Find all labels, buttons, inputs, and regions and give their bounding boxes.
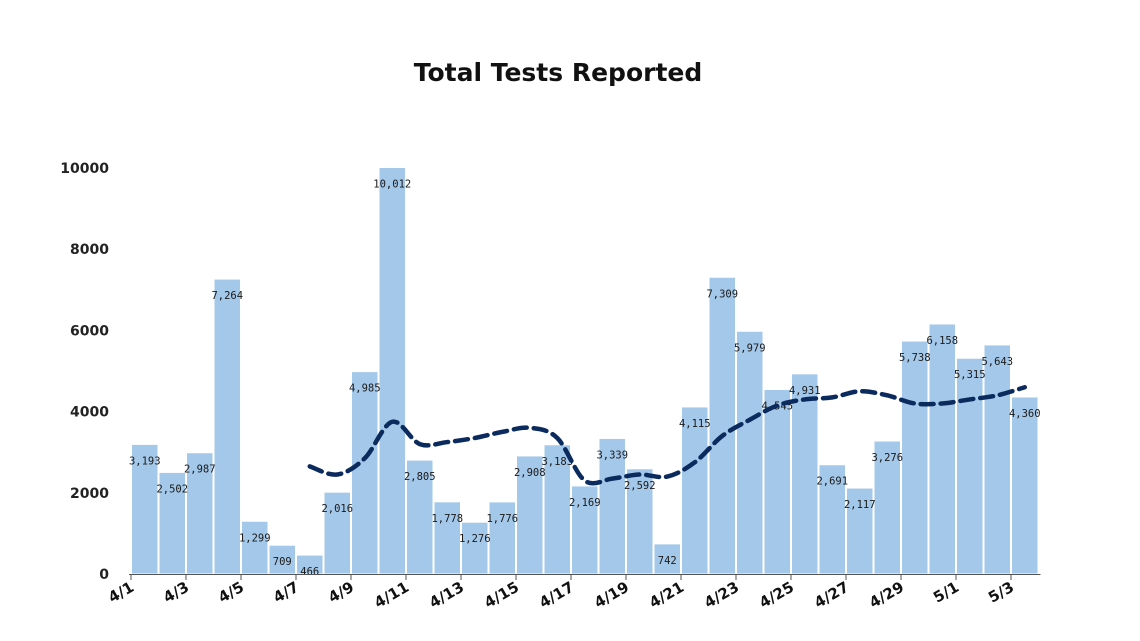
bar-4/25	[791, 373, 819, 575]
bar-4/26	[818, 464, 846, 575]
bar-4/30	[928, 323, 956, 575]
x-tick-label-4/1: 4/1	[105, 578, 137, 607]
bars-layer	[131, 167, 1039, 575]
data-label-4/14: 1,776	[486, 513, 518, 525]
trend-line-layer	[307, 384, 1027, 486]
bar-4/9	[351, 371, 379, 575]
x-tick-label-4/11: 4/11	[371, 578, 412, 612]
data-label-4/23: 5,979	[734, 342, 766, 354]
data-label-4/12: 1,778	[431, 513, 463, 525]
trend-line	[307, 384, 1027, 486]
x-tick-label-4/17: 4/17	[536, 578, 577, 612]
data-label-4/1: 3,193	[129, 455, 161, 467]
bar-4/17	[571, 485, 599, 575]
bar-4/21	[681, 406, 709, 575]
data-label-4/8: 2,016	[321, 503, 353, 515]
bar-4/2	[158, 471, 186, 575]
bar-4/1	[131, 443, 159, 575]
data-label-4/15: 2,908	[514, 467, 546, 479]
y-tick-label: 10000	[60, 161, 109, 177]
bar-4/22	[708, 276, 736, 575]
y-tick-label: 0	[99, 567, 109, 583]
data-label-4/19: 2,592	[624, 480, 656, 492]
data-label-4/18: 3,339	[596, 449, 628, 461]
bar-4/14	[488, 501, 516, 575]
data-label-5/1: 5,315	[954, 369, 986, 381]
bar-4/5	[241, 520, 269, 575]
data-label-4/6: 709	[273, 556, 292, 568]
data-label-4/3: 2,987	[184, 464, 216, 476]
bar-4/11	[406, 459, 434, 575]
bar-4/28	[873, 440, 901, 575]
data-label-4/25: 4,931	[789, 385, 821, 397]
data-label-5/2: 5,643	[981, 356, 1013, 368]
x-tick-label-4/5: 4/5	[215, 578, 247, 607]
bar-4/12	[433, 501, 461, 575]
data-label-4/16: 3,183	[541, 456, 573, 468]
data-label-4/27: 2,117	[844, 499, 876, 511]
x-tick-label-4/19: 4/19	[591, 578, 632, 612]
x-tick-label-5/1: 5/1	[930, 578, 962, 607]
bar-4/24	[763, 388, 791, 575]
x-tick-label-4/7: 4/7	[270, 578, 302, 607]
bar-4/27	[846, 487, 874, 575]
bar-4/4	[213, 278, 241, 575]
bar-5/2	[983, 344, 1011, 575]
data-label-4/9: 4,985	[349, 383, 381, 395]
bar-4/29	[901, 340, 929, 575]
data-label-4/2: 2,502	[156, 483, 188, 495]
data-label-4/7: 466	[300, 566, 319, 578]
x-tick-label-4/21: 4/21	[646, 578, 687, 612]
bar-4/10	[378, 167, 406, 575]
x-tick-label-4/3: 4/3	[160, 578, 192, 607]
bar-4/8	[323, 491, 351, 575]
data-label-4/29: 5,738	[899, 352, 931, 364]
data-label-4/30: 6,158	[926, 335, 958, 347]
y-tick-label: 4000	[70, 405, 109, 421]
bar-4/19	[626, 468, 654, 575]
bar-4/3	[186, 452, 214, 575]
bar-5/3	[1011, 396, 1039, 575]
data-label-4/17: 2,169	[569, 497, 601, 509]
data-label-5/3: 4,360	[1009, 408, 1041, 420]
y-tick-label: 2000	[70, 486, 109, 502]
x-tick-label-4/27: 4/27	[811, 578, 852, 612]
bar-4/23	[736, 330, 764, 575]
x-tick-label-4/29: 4/29	[866, 578, 907, 612]
x-tick-label-4/13: 4/13	[426, 578, 467, 612]
x-tick-label-5/3: 5/3	[985, 578, 1017, 607]
bar-4/20	[653, 543, 681, 575]
bar-4/13	[461, 521, 489, 575]
data-label-4/28: 3,276	[871, 452, 903, 464]
data-label-4/21: 4,115	[679, 418, 711, 430]
chart-title: Total Tests Reported	[413, 58, 703, 87]
data-label-4/20: 742	[658, 555, 677, 567]
data-label-4/4: 7,264	[211, 290, 243, 302]
bar-4/16	[543, 444, 571, 575]
data-label-4/13: 1,276	[459, 533, 491, 545]
x-tick-label-4/15: 4/15	[481, 578, 522, 612]
y-tick-label: 6000	[70, 323, 109, 339]
data-label-4/5: 1,299	[239, 532, 271, 544]
data-label-4/22: 7,309	[706, 288, 738, 300]
x-tick-label-4/25: 4/25	[756, 578, 797, 612]
data-label-4/26: 2,691	[816, 476, 848, 488]
data-label-4/11: 2,805	[404, 471, 436, 483]
bar-5/1	[956, 357, 984, 575]
x-tick-label-4/9: 4/9	[325, 578, 357, 607]
x-tick-label-4/23: 4/23	[701, 578, 742, 612]
y-tick-label: 8000	[70, 242, 109, 258]
data-label-4/10: 10,012	[373, 179, 411, 191]
bar-4/18	[598, 437, 626, 575]
